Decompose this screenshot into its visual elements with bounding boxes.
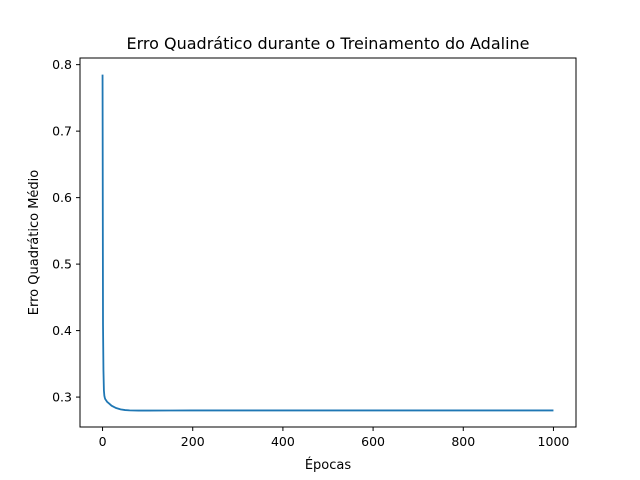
x-tick-label: 1000 bbox=[538, 434, 570, 449]
y-tick-label: 0.3 bbox=[52, 390, 72, 405]
y-tick-label: 0.8 bbox=[52, 57, 72, 72]
x-tick-label: 400 bbox=[271, 434, 295, 449]
x-tick-label: 200 bbox=[181, 434, 205, 449]
x-tick-label: 0 bbox=[99, 434, 107, 449]
x-tick-label: 800 bbox=[451, 434, 475, 449]
x-axis-label: Épocas bbox=[305, 457, 352, 473]
y-axis-label: Erro Quadrático Médio bbox=[27, 170, 42, 315]
x-tick-label: 600 bbox=[361, 434, 385, 449]
y-tick-label: 0.4 bbox=[52, 323, 72, 338]
chart-title: Erro Quadrático durante o Treinamento do… bbox=[126, 34, 529, 53]
plot-area bbox=[79, 57, 577, 428]
y-axis: 0.3 0.4 0.5 0.6 0.7 0.8 bbox=[52, 57, 80, 405]
axes-frame bbox=[79, 57, 577, 428]
x-axis: 0 200 400 600 800 1000 bbox=[99, 427, 570, 449]
series-line bbox=[101, 74, 554, 412]
y-tick-label: 0.7 bbox=[52, 124, 72, 139]
y-tick-label: 0.5 bbox=[52, 257, 72, 272]
y-tick-label: 0.6 bbox=[52, 190, 72, 205]
